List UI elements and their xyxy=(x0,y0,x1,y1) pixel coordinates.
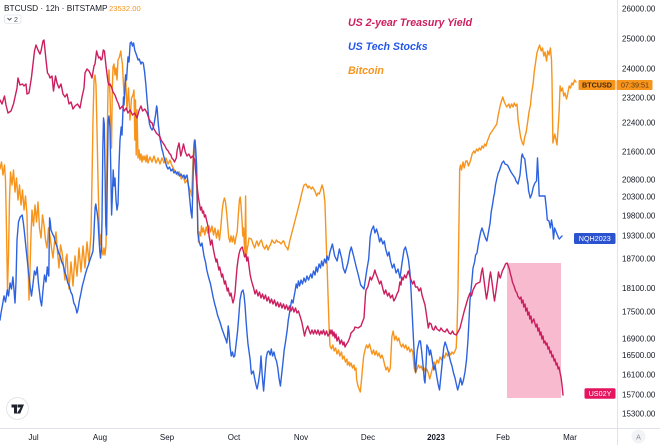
svg-text:Bitcoin: Bitcoin xyxy=(348,65,384,77)
svg-text:16500.00: 16500.00 xyxy=(622,351,656,360)
svg-text:26000.00: 26000.00 xyxy=(622,5,656,14)
svg-text:Sep: Sep xyxy=(160,433,175,442)
svg-text:Aug: Aug xyxy=(93,433,107,442)
svg-text:19800.00: 19800.00 xyxy=(622,212,656,221)
svg-text:2: 2 xyxy=(14,17,18,24)
svg-text:07:39:51: 07:39:51 xyxy=(621,81,649,90)
svg-text:16100.00: 16100.00 xyxy=(622,371,656,380)
svg-text:2023: 2023 xyxy=(427,433,445,442)
svg-text:Jul: Jul xyxy=(28,433,38,442)
svg-text:18700.00: 18700.00 xyxy=(622,255,656,264)
svg-text:BTCUSD: BTCUSD xyxy=(582,81,612,90)
svg-text:18100.00: 18100.00 xyxy=(622,284,656,293)
svg-text:24000.00: 24000.00 xyxy=(622,65,656,74)
svg-text:Oct: Oct xyxy=(228,433,241,442)
svg-text:21600.00: 21600.00 xyxy=(622,147,656,156)
svg-text:Feb: Feb xyxy=(496,433,510,442)
svg-text:25000.00: 25000.00 xyxy=(622,35,656,44)
svg-text:20800.00: 20800.00 xyxy=(622,176,656,185)
svg-text:22400.00: 22400.00 xyxy=(622,119,656,128)
svg-text:US02Y: US02Y xyxy=(589,389,612,398)
svg-text:US 2-year Treasury Yield: US 2-year Treasury Yield xyxy=(348,17,473,29)
svg-text:Mar: Mar xyxy=(563,433,577,442)
svg-text:15300.00: 15300.00 xyxy=(622,410,656,419)
svg-text:15700.00: 15700.00 xyxy=(622,391,656,400)
svg-text:Dec: Dec xyxy=(361,433,375,442)
svg-text:17500.00: 17500.00 xyxy=(622,308,656,317)
svg-text:16900.00: 16900.00 xyxy=(622,335,656,344)
svg-text:BTCUSD · 12h · BITSTAMP: BTCUSD · 12h · BITSTAMP xyxy=(4,3,108,13)
svg-text:A: A xyxy=(636,434,641,441)
svg-text:23200.00: 23200.00 xyxy=(622,94,656,103)
svg-text:20300.00: 20300.00 xyxy=(622,193,656,202)
svg-text:NQH2023: NQH2023 xyxy=(579,234,611,243)
svg-text:US Tech Stocks: US Tech Stocks xyxy=(348,41,428,53)
svg-text:Nov: Nov xyxy=(294,433,308,442)
svg-text:23532.00: 23532.00 xyxy=(109,4,141,13)
svg-text:19300.00: 19300.00 xyxy=(622,232,656,241)
